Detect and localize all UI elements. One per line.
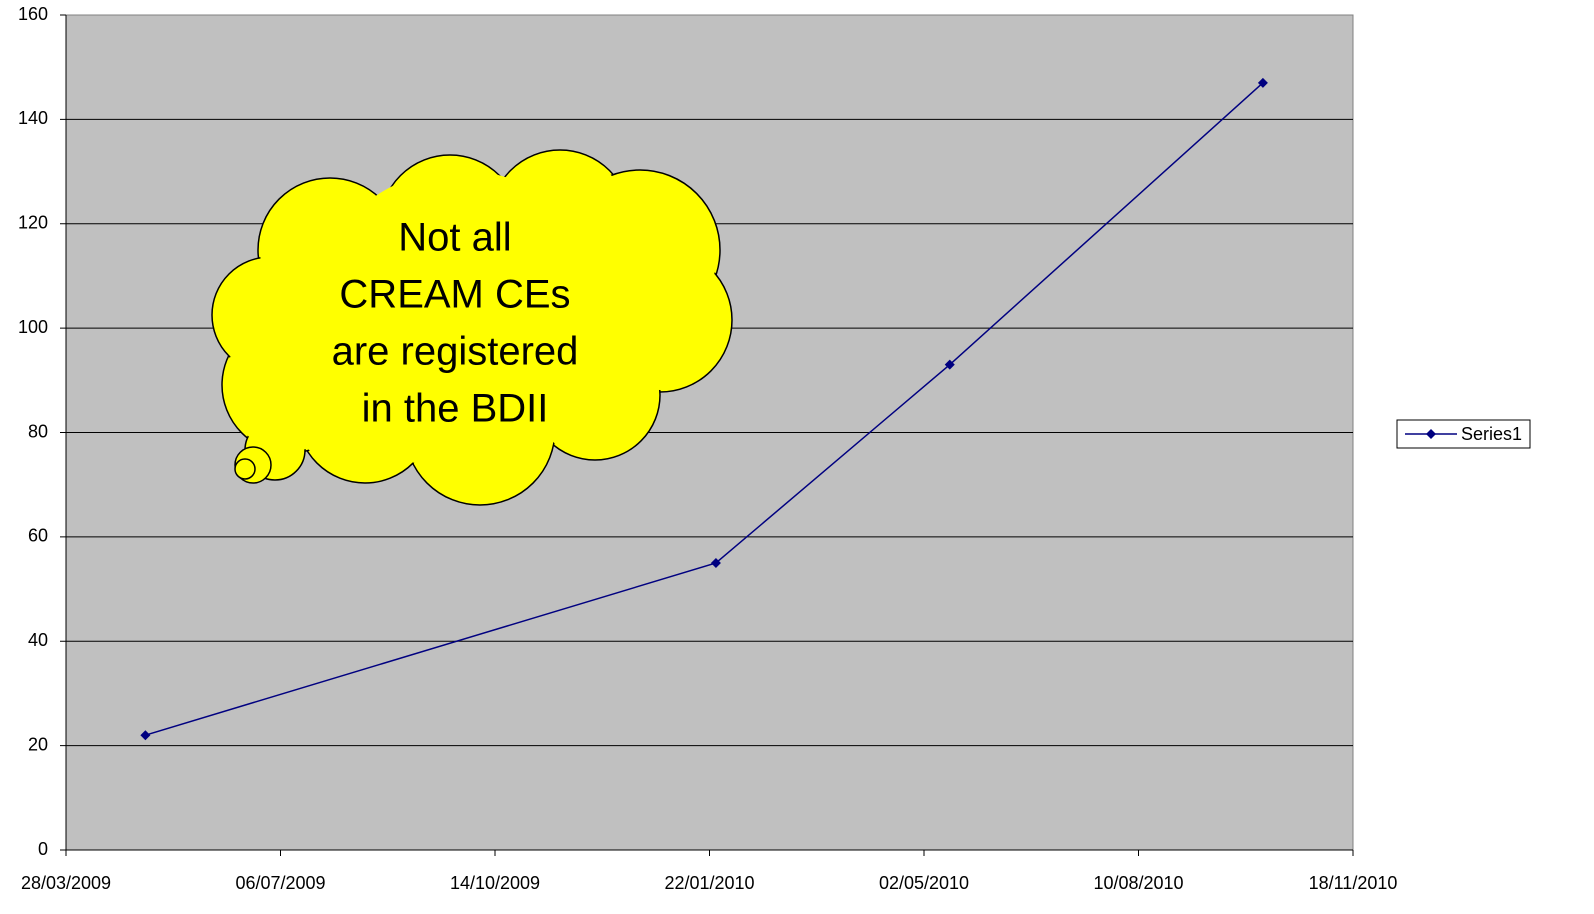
annotation-text: are registered	[332, 330, 579, 374]
annotation-text: CREAM CEs	[339, 273, 570, 317]
y-tick-label: 80	[28, 421, 48, 441]
y-tick-label: 120	[18, 213, 48, 233]
x-tick-label: 10/08/2010	[1093, 873, 1183, 893]
legend: Series1	[1397, 420, 1530, 448]
chart: 0 20 40 60 80 100 120 140 160 28/03/2009 06/07/200…	[0, 0, 1594, 914]
annotation-text: Not all	[398, 216, 511, 260]
x-tick-label: 14/10/2009	[450, 873, 540, 893]
x-tick-label: 18/11/2010	[1309, 873, 1398, 893]
x-tick-label: 28/03/2009	[21, 873, 111, 893]
annotation-text: in the BDII	[362, 387, 549, 431]
x-tick-label: 02/05/2010	[879, 873, 969, 893]
legend-label: Series1	[1461, 424, 1522, 444]
y-tick-label: 100	[18, 317, 48, 337]
y-tick-label: 40	[28, 630, 48, 650]
x-tick-label: 22/01/2010	[664, 873, 754, 893]
x-tick-label: 06/07/2009	[235, 873, 325, 893]
y-tick-label: 60	[28, 526, 48, 546]
y-tick-label: 0	[38, 839, 48, 859]
y-tick-label: 20	[28, 734, 48, 754]
y-tick-label: 140	[18, 108, 48, 128]
y-tick-label: 160	[18, 4, 48, 24]
